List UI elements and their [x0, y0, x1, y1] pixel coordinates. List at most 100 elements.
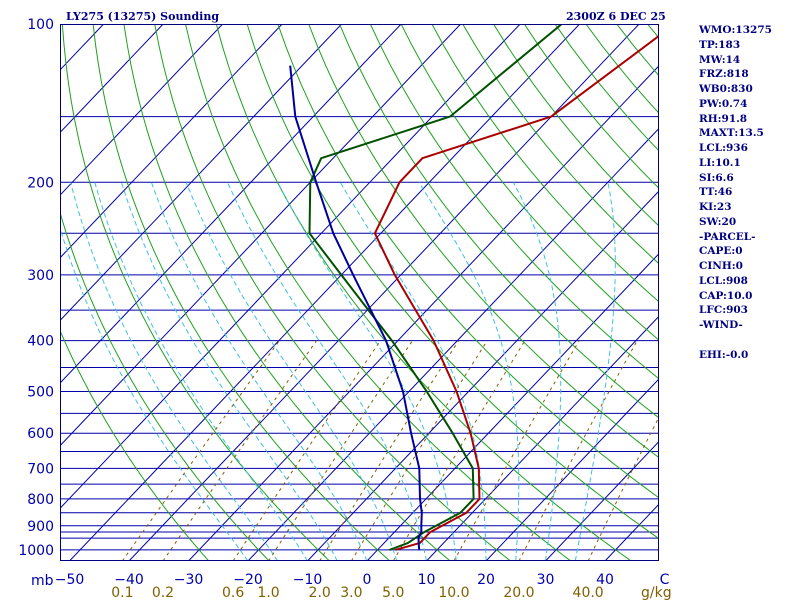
stability-index-item: TT:46	[699, 186, 733, 199]
temperature-tick-label: −20	[233, 572, 263, 588]
moist-adiabat-line	[120, 182, 338, 561]
mixing-ratio-line	[162, 340, 317, 561]
isotherm-line	[485, 378, 659, 561]
stability-index-item: CAPE:0	[699, 245, 743, 258]
dry-adiabat-line	[92, 24, 391, 561]
mixing-ratio-line	[392, 340, 526, 561]
temperature-tick-label: 30	[537, 572, 555, 588]
parcel-trace	[289, 65, 423, 550]
dry-adiabat-line	[431, 24, 659, 303]
plot-frame	[60, 24, 659, 561]
dry-adiabat-line	[400, 24, 659, 341]
sounding-time: 2300Z 6 DEC 25	[566, 10, 666, 23]
mixing-ratio-unit-label: g/kg	[641, 585, 672, 600]
pressure-tick-label: 900	[27, 519, 54, 535]
stability-index-item: -WIND-	[699, 319, 743, 331]
stability-index-item	[699, 333, 772, 348]
dry-adiabat-line	[369, 24, 659, 380]
stability-index-item: TP:183	[699, 38, 741, 51]
isotherm-line	[188, 65, 659, 561]
moist-adiabat-line	[339, 182, 487, 561]
dry-adiabat-line	[185, 24, 572, 561]
stability-index-item: FRZ:818	[699, 68, 749, 81]
pressure-tick-label: 700	[27, 461, 54, 477]
stability-index-item: SW:20	[699, 215, 737, 228]
station-title: LY275 (13275) Sounding	[66, 10, 220, 23]
temperature-tick-label: −30	[174, 572, 204, 588]
temperature-tick-label: 40	[596, 572, 614, 588]
dry-adiabat-line	[60, 329, 210, 561]
stability-index-item: WMO:13275	[699, 24, 772, 36]
mixing-ratio-line	[121, 340, 280, 561]
pressure-unit-label: mb	[31, 573, 54, 589]
dry-adiabat-line	[339, 24, 659, 419]
mixing-ratio-line	[268, 340, 413, 561]
mixing-ratio-label: 10.0	[438, 585, 469, 600]
isotherm-line	[60, 24, 521, 510]
isotherm-line	[60, 24, 283, 259]
mixing-ratio-label: 40.0	[573, 585, 604, 600]
stability-index-item: -PARCEL-	[699, 230, 756, 243]
dry-adiabat-line	[215, 24, 632, 561]
trace-layer	[289, 24, 659, 551]
stability-index-item: RH:91.8	[699, 112, 748, 125]
stability-index-item: WB0:830	[699, 83, 753, 95]
dry-adiabat-line	[154, 24, 511, 561]
pressure-tick-label: 300	[27, 268, 54, 284]
moist-adiabat-line	[70, 182, 279, 561]
stability-index-item: LCL:908	[699, 274, 748, 287]
isotherm-line	[60, 24, 224, 196]
stability-index-item: CAP:10.0	[699, 289, 753, 302]
mixing-ratio-line	[453, 340, 580, 561]
isotherm-line	[366, 252, 659, 561]
pressure-tick-label: 1000	[18, 543, 54, 559]
dewpoint-trace	[308, 24, 563, 551]
mixing-ratio-label: 1.0	[257, 585, 279, 600]
dry-adiabat-line	[60, 210, 270, 561]
mixing-ratio-label: 3.0	[340, 585, 362, 600]
moist-adiabat-line	[150, 182, 368, 561]
temperature-tick-label: −40	[114, 572, 144, 588]
moist-adiabat-line	[227, 182, 427, 561]
moist-adiabat-line	[185, 182, 398, 561]
stability-index-item: LFC:903	[699, 304, 748, 317]
temperature-tick-label: 0	[363, 572, 372, 588]
temperature-tick-label: 20	[477, 572, 495, 588]
dry-adiabat-line	[246, 24, 659, 540]
stability-indices-panel: WMO:13275 TP:183 MW:14 FRZ:818 WB0:830 PW:0.7…	[699, 23, 772, 362]
stability-index-item: PW:0.74	[699, 97, 748, 110]
moist-adiabat-line	[60, 226, 249, 561]
dry-adiabat-line	[308, 24, 659, 459]
pressure-tick-label: 200	[27, 175, 54, 191]
stability-index-item: MW:14	[699, 53, 741, 66]
isotherm-line	[426, 315, 659, 561]
stability-index-item: KI:23	[699, 201, 732, 213]
pressure-tick-label: 400	[27, 334, 54, 350]
temperature-tick-label: C	[660, 572, 670, 588]
isotherm-line	[60, 24, 343, 322]
mixing-ratio-label: 2.0	[309, 585, 331, 600]
isotherm-line	[247, 127, 659, 561]
pressure-tick-label: 100	[27, 17, 54, 33]
moist-adiabat-line	[512, 182, 562, 561]
mixing-ratio-label: 20.0	[503, 585, 534, 600]
mixing-ratio-line	[319, 340, 460, 561]
mixing-ratio-line	[350, 340, 488, 561]
stability-index-item: MAXT:13.5	[699, 127, 764, 140]
stability-index-item: SI:6.6	[699, 171, 734, 184]
moist-adiabat-line	[94, 182, 308, 561]
dry-adiabat-line	[277, 24, 659, 499]
isotherm-line	[545, 440, 659, 561]
pressure-tick-label: 600	[27, 426, 54, 442]
temperature-tick-label: 10	[418, 572, 436, 588]
grid-layer	[60, 24, 659, 561]
isotherm-line	[60, 24, 164, 134]
mixing-ratio-label: 0.2	[152, 585, 174, 600]
moist-adiabat-line	[418, 182, 520, 561]
isotherm-line	[60, 24, 402, 384]
moist-adiabat-line	[574, 182, 616, 561]
stability-index-item: LCL:936	[699, 142, 748, 154]
stability-index-item: EHI:-0.0	[699, 348, 749, 361]
